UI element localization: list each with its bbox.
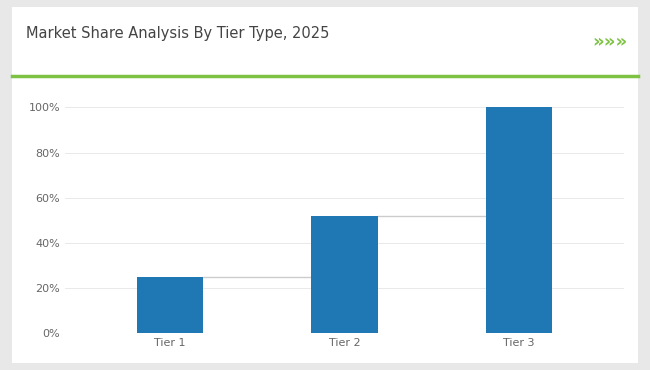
- Bar: [486, 107, 552, 333]
- Bar: [311, 216, 378, 333]
- Bar: [136, 277, 203, 333]
- Text: Market Share Analysis By Tier Type, 2025: Market Share Analysis By Tier Type, 2025: [26, 26, 330, 41]
- Text: »»»: »»»: [592, 34, 627, 51]
